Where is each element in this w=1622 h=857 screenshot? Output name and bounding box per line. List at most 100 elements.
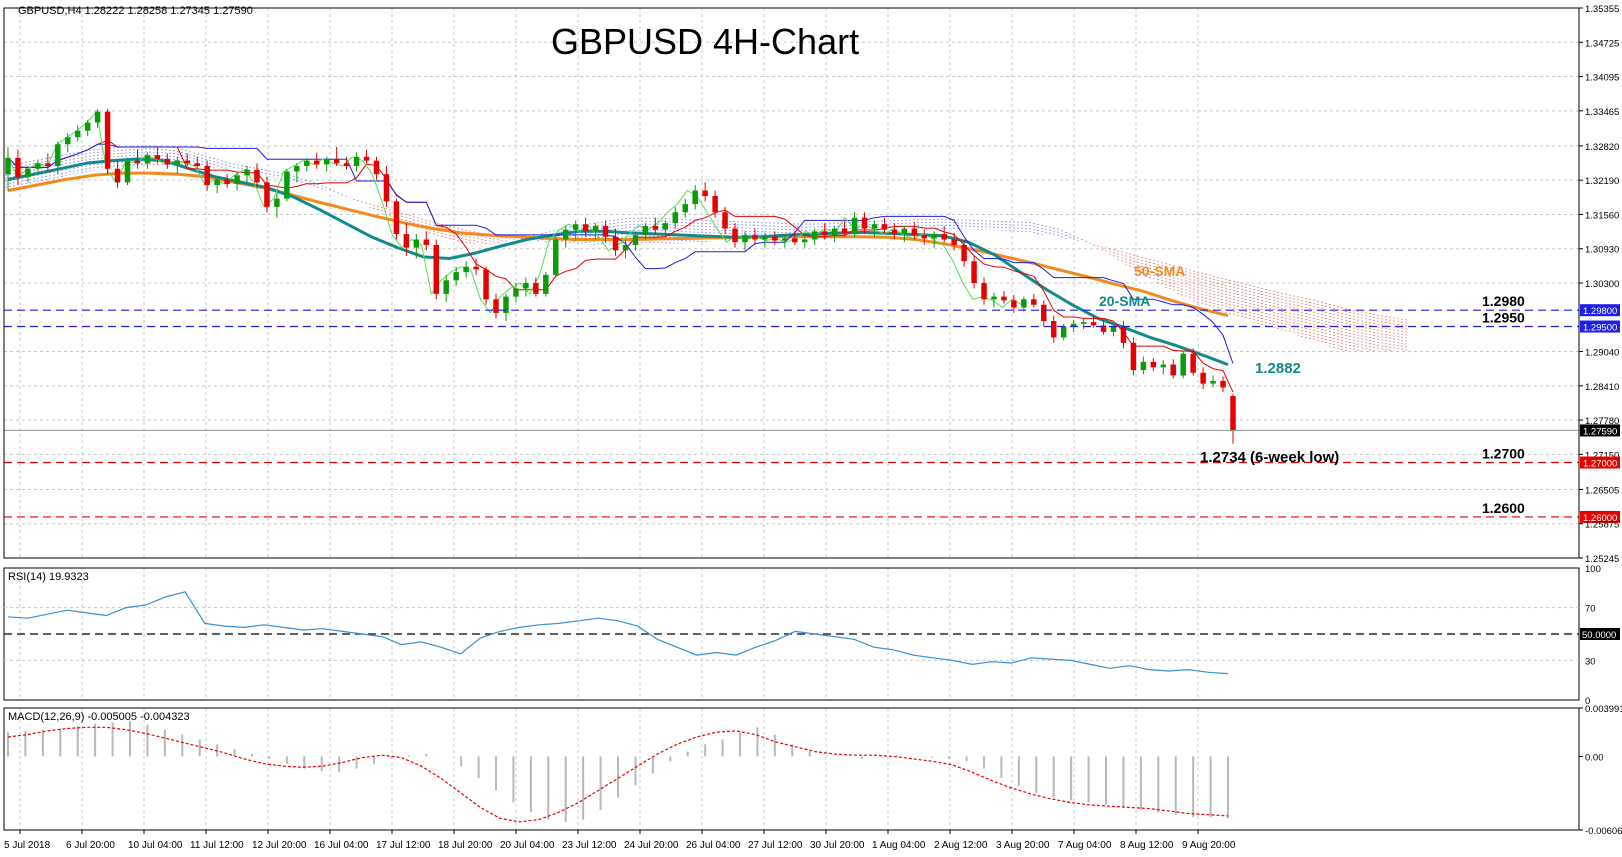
candle-bull <box>1080 322 1087 324</box>
candle-bull <box>1140 361 1147 371</box>
candle-bear <box>1220 380 1226 388</box>
candle-bear <box>1031 299 1037 305</box>
candle-bull <box>84 122 91 131</box>
candle-bear <box>373 160 380 175</box>
y-tick-highlight <box>1580 424 1620 437</box>
candle-bear <box>333 158 340 164</box>
candle-bear <box>194 163 200 167</box>
candle-bear <box>473 266 479 270</box>
candle-bear <box>1130 342 1137 371</box>
candle-bear <box>314 160 320 165</box>
y-tick-label: 1.32820 <box>1585 142 1619 153</box>
candle-bear <box>1120 326 1127 343</box>
candle-bear <box>951 239 957 245</box>
y-tick-label: 1.33465 <box>1585 107 1619 118</box>
x-tick-label: 11 Jul 12:00 <box>190 840 244 851</box>
macd-tick-label: 0.003991 <box>1585 704 1622 715</box>
x-tick-label: 1 Aug 04:00 <box>872 840 926 851</box>
candle-bull <box>274 198 280 207</box>
x-tick-label: 6 Jul 20:00 <box>66 840 115 851</box>
x-tick-label: 12 Jul 20:00 <box>252 840 307 851</box>
candle-bull <box>294 166 300 172</box>
candle-bear <box>1190 353 1196 373</box>
candle-bull <box>802 239 808 243</box>
candle-bear <box>981 283 987 300</box>
candle-bull <box>762 236 768 240</box>
candle-bull <box>692 190 698 205</box>
level-label: 1.2980 <box>1482 293 1525 309</box>
candle-bull <box>463 266 469 273</box>
x-tick-label: 23 Jul 12:00 <box>562 840 617 851</box>
candle-bear <box>204 166 210 186</box>
y-tick-label: 1.30300 <box>1585 279 1619 290</box>
candle-bear <box>652 225 659 230</box>
candle-bull <box>523 283 529 289</box>
candle-bear <box>722 212 728 229</box>
candle-bear <box>702 190 708 196</box>
x-tick-label: 27 Jul 12:00 <box>748 840 803 851</box>
candle-bear <box>1090 322 1097 326</box>
candle-bear <box>154 155 161 159</box>
y-tick-label: 1.34725 <box>1585 38 1619 49</box>
sma20-line <box>7 157 1229 367</box>
x-tick-label: 7 Aug 04:00 <box>1058 840 1112 851</box>
candle-bull <box>851 217 858 233</box>
candle-bear <box>732 228 738 243</box>
x-tick-label: 5 Jul 2018 <box>4 840 51 851</box>
candle-bear <box>921 235 927 239</box>
candle-bear <box>403 234 410 248</box>
candle-bear <box>772 236 778 241</box>
rsi-tick-label: 30 <box>1585 656 1596 667</box>
candle-bear <box>45 163 51 167</box>
candle-bull <box>742 235 748 243</box>
candle-bear <box>752 235 758 240</box>
candle-bull <box>413 239 420 248</box>
rsi-tick-label: 0 <box>1585 696 1590 707</box>
candle-bull <box>1110 326 1117 332</box>
candle-bear <box>971 261 977 283</box>
candle-bull <box>1160 364 1167 368</box>
candle-bear <box>114 168 121 183</box>
annotation-20-sma: 20-SMA <box>1099 293 1150 309</box>
candle-bear <box>891 229 898 235</box>
candle-bull <box>244 169 250 176</box>
y-tick-label-highlight: 1.29800 <box>1583 306 1617 317</box>
y-tick-label-highlight: 1.29500 <box>1583 323 1617 334</box>
candle-bear <box>184 160 191 164</box>
x-tick-label: 10 Jul 04:00 <box>128 840 183 851</box>
candle-bull <box>553 239 559 275</box>
y-tick-highlight <box>1580 456 1620 469</box>
candle-bear <box>712 195 718 213</box>
candle-bear <box>1050 321 1057 338</box>
candle-bull <box>1070 323 1077 327</box>
indicator-lines <box>7 111 1234 393</box>
y-tick-label: 1.26505 <box>1585 485 1619 496</box>
candle-bull <box>991 296 997 300</box>
candle-bull <box>323 158 330 165</box>
candle-bull <box>901 228 908 235</box>
x-tick-label: 3 Aug 20:00 <box>996 840 1050 851</box>
rsi-50-highlight <box>1580 628 1620 640</box>
x-tick-label: 30 Jul 20:00 <box>810 840 865 851</box>
candle-bear <box>602 225 609 237</box>
candle-bear <box>264 182 270 207</box>
candle-bear <box>254 169 260 183</box>
candle-bull <box>1210 380 1216 384</box>
rsi-tick-label: 70 <box>1585 604 1596 615</box>
macd-panel-frame <box>3 707 1580 831</box>
candle-bull <box>174 160 181 165</box>
y-tick-label: 1.27780 <box>1585 416 1619 427</box>
candle-bear <box>1001 296 1007 301</box>
kijun-line <box>7 143 1234 364</box>
candle-bear <box>343 163 350 167</box>
y-tick-highlight <box>1580 510 1620 523</box>
candlesticks <box>5 108 1236 444</box>
candle-bear <box>393 201 400 235</box>
candle-bear <box>224 179 230 184</box>
candle-bull <box>543 274 549 294</box>
chart-title: GBPUSD 4H-Chart <box>551 21 859 62</box>
y-tick-label: 1.25875 <box>1585 520 1619 531</box>
candle-bull <box>443 280 449 294</box>
candle-bull <box>562 229 569 240</box>
